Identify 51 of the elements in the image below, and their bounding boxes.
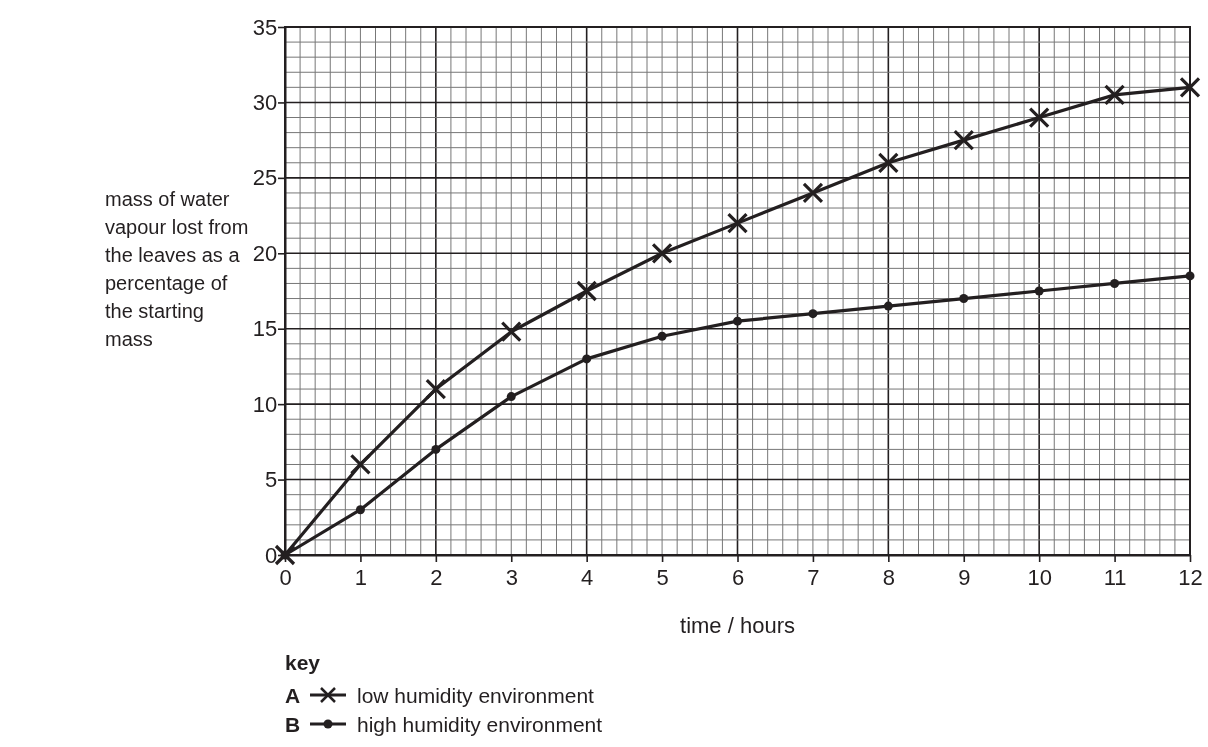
text: B [285,713,301,736]
point [877,152,899,174]
point [582,354,592,364]
point [657,331,667,341]
x-tick-label: 10 [1027,564,1052,590]
point [1103,84,1126,106]
x-tick-label: 7 [807,564,820,590]
point [506,392,516,402]
x-tick-label: 4 [581,564,594,590]
point [959,294,969,304]
x-tick-label: 2 [430,564,443,590]
y-tick-label: 0 [264,542,278,568]
x-tick-label: 11 [1103,564,1127,590]
y-tick-label: 10 [252,391,278,417]
x-tick-label: 6 [731,564,745,590]
point [500,321,522,343]
point [1110,278,1120,288]
y-tick-label: 15 [252,316,278,342]
point [1185,271,1195,281]
point [349,453,372,476]
point [808,309,818,319]
y-tick-label: 5 [264,467,278,493]
point [1179,76,1201,98]
legend-title: key [285,651,321,674]
point [576,280,598,302]
x-tick-label: 5 [656,564,669,590]
y-axis-title: mass of water vapour lost from the leaves as a percentage of the starting mass [105,188,249,350]
y-tick-label: 35 [252,14,278,40]
point [726,212,749,234]
point [1034,286,1044,296]
point [431,444,441,454]
y-tick-label: 25 [252,165,278,191]
x-tick-label: 3 [505,564,518,590]
legend-label: high humidity environment [357,713,603,736]
point [802,182,824,204]
x-tick-label: 8 [882,564,895,590]
point [1028,106,1050,129]
text: A [285,684,301,707]
point [425,378,447,400]
y-tick-label: 20 [252,240,278,266]
point [883,301,893,311]
legend-label: low humidity environment [357,684,595,707]
x-axis-title: time / hours [680,613,795,638]
x-tick-label: 1 [354,564,368,590]
point [733,316,742,326]
x-tick-label: 9 [958,564,971,590]
point [651,242,673,264]
y-tick-label: 30 [252,89,278,115]
point [953,129,975,151]
x-tick-label: 12 [1178,564,1203,590]
point [355,505,365,515]
